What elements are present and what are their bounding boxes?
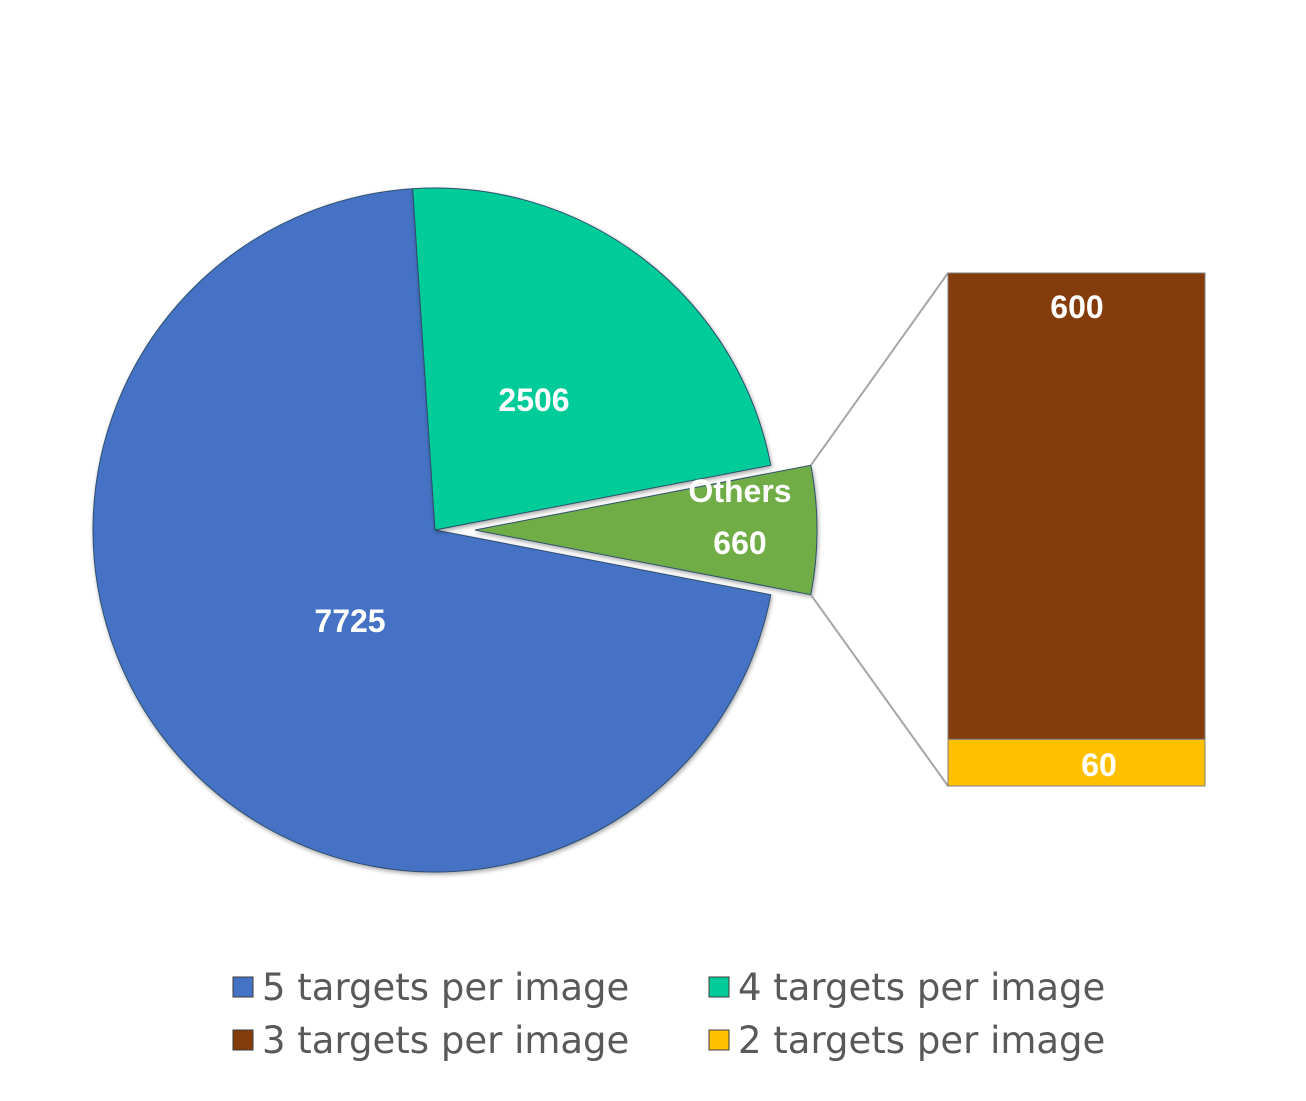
legend-swatch-4-targets <box>708 976 730 998</box>
connector-line-bottom <box>810 594 949 787</box>
pie-label-five: 7725 <box>314 603 385 639</box>
bar-label-three: 600 <box>1050 289 1103 325</box>
legend-swatch-2-targets <box>708 1029 730 1051</box>
connector-line-top <box>810 272 949 466</box>
bar-segment-two <box>947 738 1206 787</box>
legend-label-5-targets: 5 targets per image <box>262 966 629 1009</box>
bar-segment-three <box>947 272 1206 740</box>
pie-label-four: 2506 <box>498 382 569 418</box>
pie-slice-five <box>92 188 772 873</box>
legend-label-2-targets: 2 targets per image <box>738 1019 1105 1062</box>
legend-swatch-5-targets <box>232 976 254 998</box>
legend-swatch-3-targets <box>232 1029 254 1051</box>
pie-label-others-name: Others <box>688 473 791 509</box>
legend: 5 targets per image 4 targets per image … <box>232 966 1105 1062</box>
legend-label-3-targets: 3 targets per image <box>262 1019 629 1062</box>
pie <box>92 187 818 873</box>
pie-slice-others <box>474 464 818 596</box>
connector-lines <box>810 272 949 787</box>
data-labels: Others 660 7725 2506 600 60 <box>314 289 1116 783</box>
stacked-bar <box>947 272 1206 787</box>
pie-label-others: 660 <box>713 525 766 561</box>
pie-slice-four <box>412 187 772 531</box>
legend-label-4-targets: 4 targets per image <box>738 966 1105 1009</box>
bar-label-two: 60 <box>1081 747 1117 783</box>
